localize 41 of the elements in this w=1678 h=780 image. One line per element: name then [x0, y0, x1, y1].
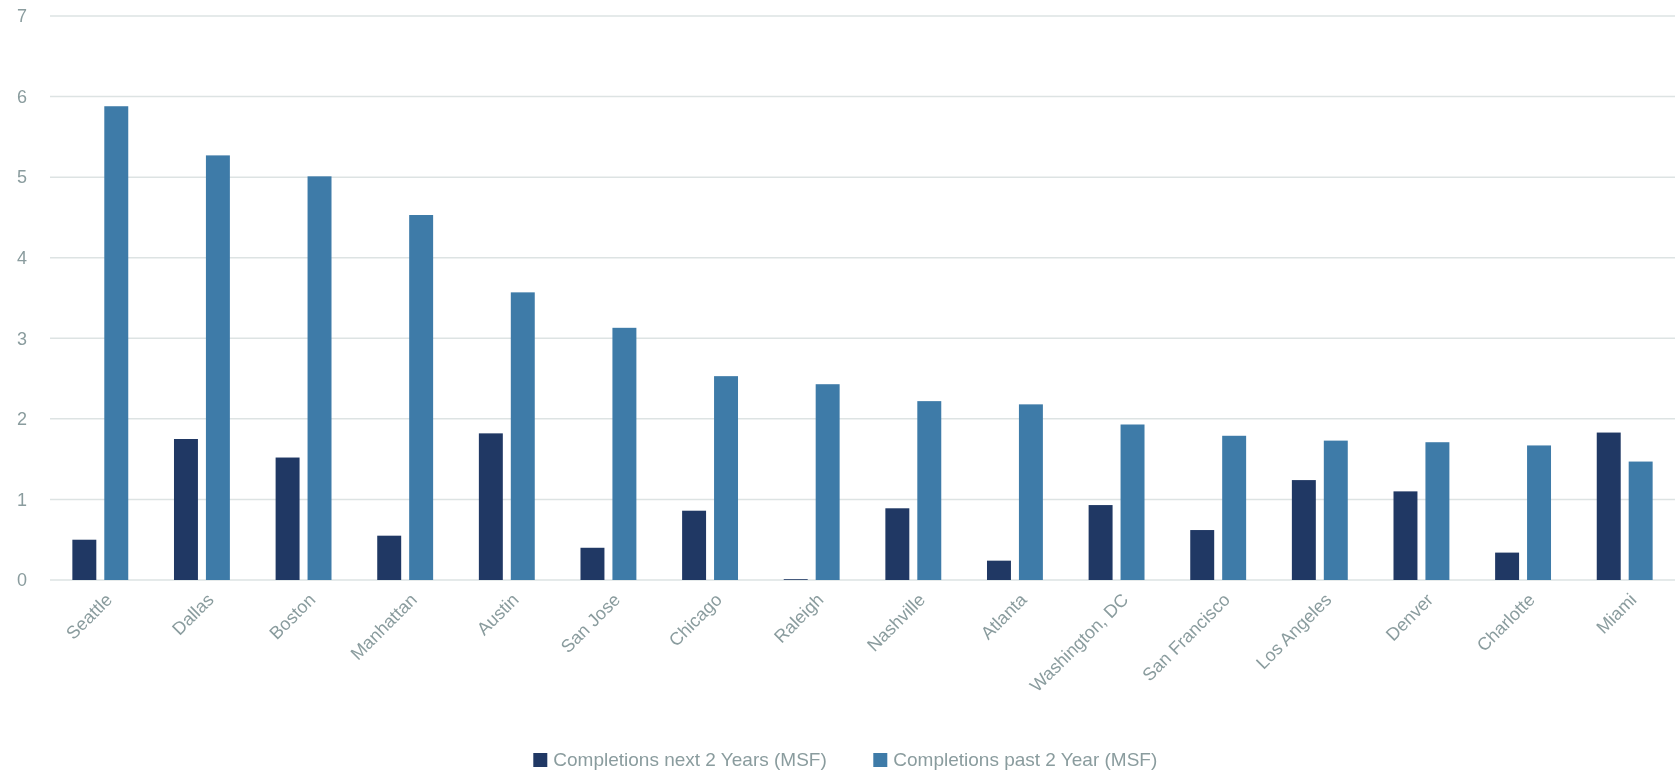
- bar: [1291, 480, 1316, 580]
- bar: [377, 535, 402, 580]
- bar: [173, 439, 198, 580]
- bar: [510, 292, 535, 580]
- y-tick-label: 7: [16, 6, 28, 27]
- bar: [1628, 461, 1653, 580]
- bar: [815, 384, 840, 580]
- bar: [104, 106, 129, 580]
- y-tick-label: 3: [16, 328, 28, 349]
- legend-label: Completions next 2 Years (MSF): [553, 749, 827, 770]
- bar: [275, 457, 300, 580]
- bar: [1088, 505, 1113, 580]
- bar: [580, 547, 605, 580]
- y-tick-label: 1: [16, 489, 28, 510]
- bar: [1527, 445, 1552, 580]
- bar: [612, 327, 637, 580]
- bar: [986, 560, 1011, 580]
- bar: [409, 215, 434, 580]
- y-tick-label: 2: [16, 409, 28, 430]
- bar: [307, 176, 332, 580]
- bar: [1222, 435, 1247, 580]
- bar: [1323, 440, 1348, 580]
- bar: [1018, 404, 1043, 580]
- bar: [205, 155, 230, 580]
- bar: [1425, 442, 1450, 580]
- bar: [72, 539, 97, 580]
- bar: [1596, 432, 1621, 580]
- bar: [1495, 552, 1520, 580]
- bar: [1393, 491, 1418, 580]
- bar: [478, 433, 503, 580]
- y-tick-label: 6: [16, 86, 28, 107]
- legend-label: Completions past 2 Year (MSF): [893, 749, 1158, 770]
- bar: [714, 376, 739, 580]
- bar: [885, 508, 910, 580]
- y-tick-label: 0: [16, 570, 28, 591]
- bar: [1120, 424, 1145, 580]
- bar: [682, 510, 707, 580]
- bar: [1190, 530, 1215, 580]
- y-tick-label: 4: [16, 248, 28, 269]
- bar: [917, 401, 942, 580]
- y-tick-label: 5: [16, 167, 28, 188]
